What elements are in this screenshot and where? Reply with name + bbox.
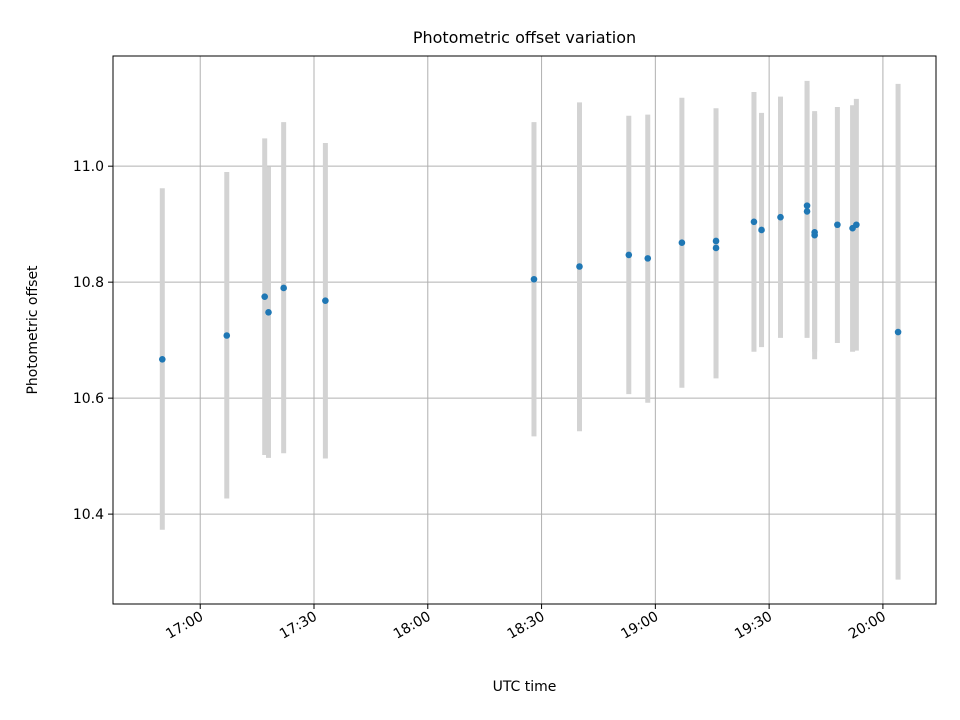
data-point — [777, 213, 784, 221]
data-point — [750, 218, 758, 226]
data-points — [158, 202, 902, 363]
data-point — [853, 221, 860, 229]
y-axis-label: Photometric offset — [25, 265, 41, 395]
data-point — [678, 239, 686, 247]
data-point — [894, 328, 902, 336]
data-point — [322, 297, 329, 305]
data-point — [530, 275, 538, 283]
data-point — [261, 293, 269, 300]
data-point — [803, 208, 811, 215]
data-point — [265, 309, 272, 316]
data-point — [576, 263, 583, 270]
data-point — [158, 355, 166, 363]
y-tick-label: 10.4 — [73, 507, 104, 523]
data-point — [644, 255, 652, 262]
y-tick-label: 10.6 — [73, 391, 104, 407]
y-axis-ticks: 10.4 10.6 10.8 11.0 — [73, 159, 113, 523]
data-point — [803, 202, 811, 209]
data-point — [834, 221, 841, 229]
data-point — [223, 332, 231, 339]
plot-frame — [112, 55, 937, 605]
data-point — [712, 237, 720, 245]
y-tick-label: 10.8 — [73, 275, 104, 291]
y-tick-label: 11.0 — [73, 159, 104, 175]
data-point — [625, 251, 633, 259]
data-point — [811, 228, 818, 236]
x-axis-label: UTC time — [493, 679, 557, 695]
data-point — [758, 226, 765, 234]
chart-title: Photometric offset variation — [413, 28, 636, 47]
data-point — [280, 284, 287, 292]
grid-lines — [113, 56, 936, 604]
data-point — [712, 244, 720, 252]
